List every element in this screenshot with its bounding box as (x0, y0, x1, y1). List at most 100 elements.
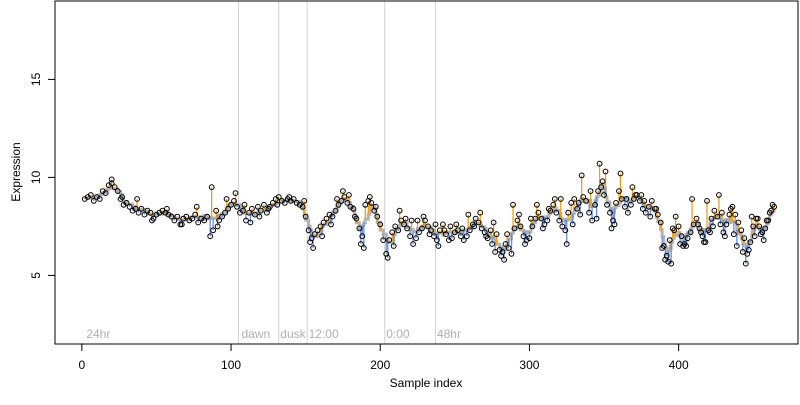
data-point (678, 233, 685, 240)
data-point (301, 198, 308, 204)
phase-label: 12:00 (309, 327, 339, 341)
data-point (710, 223, 716, 230)
data-point (653, 205, 660, 212)
data-point (134, 196, 141, 202)
data-point (541, 221, 548, 228)
data-point (529, 223, 536, 230)
data-point (320, 219, 327, 226)
data-point (477, 209, 484, 216)
data-point (96, 196, 103, 202)
data-point (261, 201, 267, 208)
phase-label: 48hr (437, 327, 461, 341)
data-point (171, 217, 178, 224)
data-point (484, 235, 491, 242)
data-point (213, 207, 220, 214)
data-point (150, 215, 157, 222)
data-point (164, 205, 170, 212)
data-point (396, 207, 403, 214)
data-point (616, 188, 622, 195)
data-point (732, 211, 739, 218)
data-point (654, 211, 661, 218)
x-tick-label: 300 (519, 358, 539, 372)
data-point (435, 243, 442, 249)
x-axis-title: Sample index (390, 376, 463, 390)
data-point (308, 235, 315, 242)
data-point (111, 184, 118, 191)
data-point (401, 221, 408, 228)
data-point (362, 201, 369, 208)
data-point (578, 172, 585, 179)
data-point (492, 249, 499, 255)
x-tick-label: 200 (370, 358, 390, 372)
data-point (358, 241, 364, 247)
data-point (228, 201, 235, 208)
data-point (338, 198, 345, 204)
data-point (750, 223, 757, 230)
data-point (323, 215, 330, 222)
data-point (742, 260, 749, 267)
data-point (723, 221, 730, 228)
data-point (520, 233, 527, 240)
data-point (745, 247, 752, 253)
data-point (195, 219, 202, 226)
data-point (108, 180, 115, 187)
data-point (622, 203, 628, 210)
data-point (738, 227, 745, 234)
data-point (266, 203, 273, 210)
data-point (711, 207, 718, 214)
data-point (404, 225, 411, 232)
data-point (132, 205, 139, 212)
data-point (90, 198, 97, 204)
data-point (526, 235, 533, 242)
data-point (204, 213, 211, 220)
data-point (210, 227, 217, 234)
data-point (577, 211, 584, 218)
data-point (629, 184, 636, 191)
data-point (428, 227, 434, 234)
data-point (114, 188, 121, 195)
data-point (517, 223, 524, 230)
data-point (247, 219, 254, 226)
data-point (714, 213, 721, 220)
data-point (275, 194, 282, 200)
data-point (693, 215, 700, 222)
data-point (414, 217, 421, 224)
data-point (353, 215, 360, 222)
data-point (717, 221, 724, 228)
data-point (617, 170, 624, 177)
data-point (449, 235, 455, 242)
data-point (392, 223, 399, 230)
data-point (174, 213, 181, 220)
data-point (687, 229, 694, 236)
x-tick-label: 100 (221, 358, 241, 372)
data-point (756, 223, 763, 230)
data-point (192, 211, 199, 218)
data-point (583, 198, 589, 204)
fitted-curve (84, 183, 776, 256)
data-point (666, 237, 673, 244)
data-point (544, 217, 551, 224)
data-point (535, 209, 542, 216)
data-point (453, 221, 460, 228)
data-point (604, 201, 610, 208)
x-tick-label: 0 (79, 358, 86, 372)
data-point (256, 213, 263, 220)
data-point (502, 241, 509, 247)
data-point (356, 225, 363, 232)
data-point (413, 235, 420, 242)
data-point (108, 176, 115, 183)
phase-lines (238, 1, 436, 344)
data-point (466, 227, 473, 234)
data-point (493, 231, 500, 238)
data-point (747, 239, 754, 246)
data-point (569, 221, 576, 228)
data-point (395, 227, 402, 234)
data-point (214, 223, 221, 230)
data-point (472, 215, 479, 222)
data-point (460, 237, 467, 244)
data-point (457, 233, 464, 240)
data-point (434, 237, 440, 244)
data-point (431, 233, 437, 240)
data-point (178, 221, 185, 228)
phase-label: dusk (280, 327, 306, 341)
